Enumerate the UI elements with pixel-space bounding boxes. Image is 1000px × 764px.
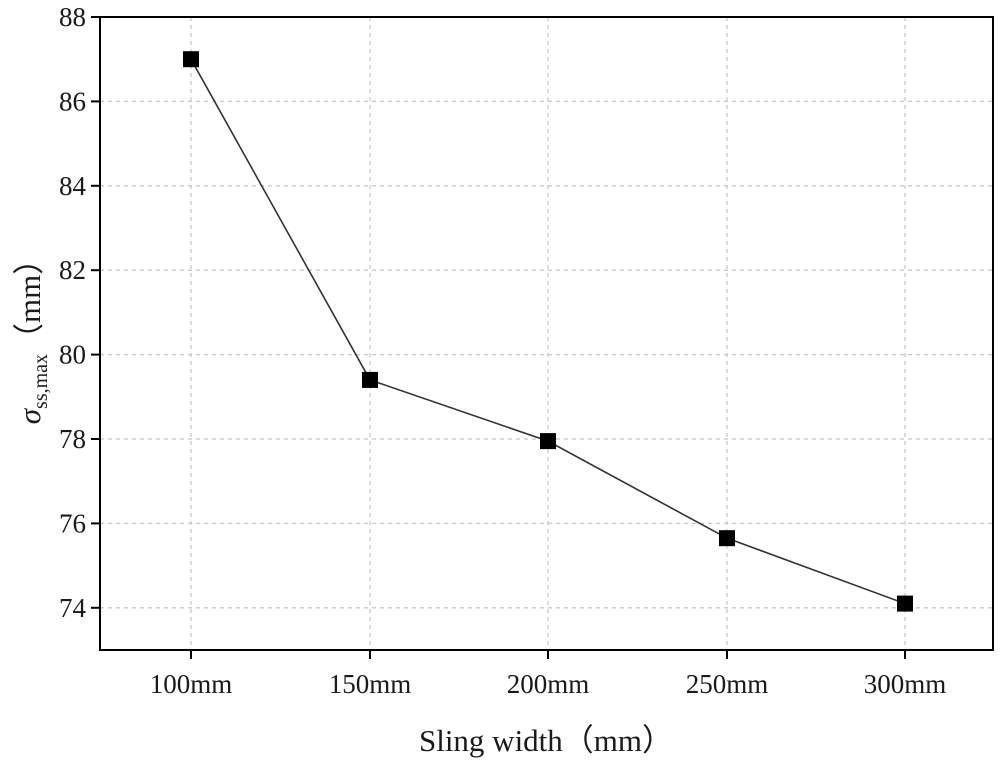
x-tick-label: 150mm (329, 669, 412, 699)
x-tick-label: 300mm (864, 669, 947, 699)
data-point-marker (183, 51, 199, 68)
series-markers (183, 51, 913, 612)
x-tick-label: 200mm (507, 669, 590, 699)
y-axis-symbol: σ (12, 407, 47, 424)
y-tick-label: 74 (59, 593, 87, 623)
plot-frame (99, 16, 994, 651)
x-axis-ticks: 100mm 150mm 200mm 250mm 300mm (150, 650, 947, 699)
y-axis-unit: （mm） (12, 244, 47, 354)
x-tick-label: 100mm (150, 669, 233, 699)
y-tick-label: 76 (59, 508, 86, 538)
y-tick-label: 86 (59, 86, 86, 116)
y-axis-ticks: 74 76 78 80 82 84 86 88 (59, 2, 100, 623)
y-axis-title: σss,max（mm） (12, 244, 52, 425)
y-axis-subscript: ss,max (30, 354, 52, 409)
grid-lines (100, 17, 993, 650)
x-axis-title: Sling width（mm） (419, 723, 673, 758)
y-tick-label: 88 (59, 2, 86, 32)
data-point-marker (897, 595, 913, 612)
data-point-marker (719, 530, 735, 547)
y-tick-label: 82 (59, 255, 86, 285)
data-point-marker (540, 433, 556, 450)
data-point-marker (362, 371, 378, 388)
y-tick-label: 84 (59, 171, 87, 201)
x-tick-label: 250mm (686, 669, 769, 699)
y-tick-label: 80 (59, 340, 86, 370)
y-tick-label: 78 (59, 424, 86, 454)
